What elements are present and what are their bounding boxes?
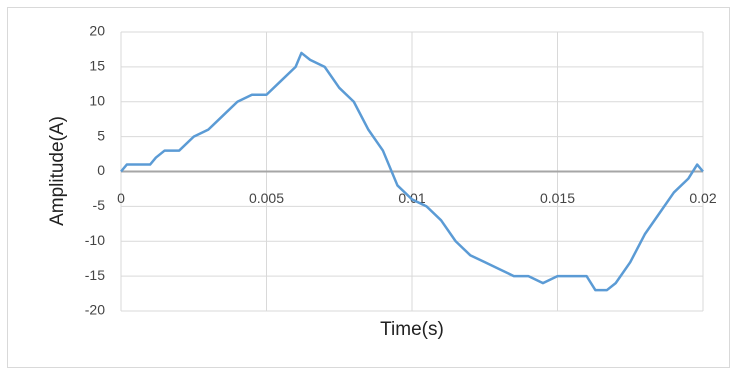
x-axis-title: Time(s) [380,319,444,340]
y-tick-label: 0 [97,162,105,178]
x-tick-label: 0 [117,190,125,206]
y-tick-label: -15 [85,267,105,283]
chart-border [7,7,730,368]
y-tick-label: -5 [93,197,106,213]
y-tick-label: -10 [85,232,105,248]
y-tick-label: 15 [89,58,105,74]
x-tick-label: 0.015 [540,190,575,206]
y-tick-label: 10 [89,92,105,108]
y-tick-label: 5 [97,127,105,143]
x-tick-label: 0.005 [249,190,284,206]
y-axis-title: Amplitude(A) [47,116,68,226]
y-tick-label: 20 [89,23,105,39]
y-tick-label: -20 [85,302,105,318]
x-tick-label: 0.02 [689,190,716,206]
data-line [120,51,704,292]
